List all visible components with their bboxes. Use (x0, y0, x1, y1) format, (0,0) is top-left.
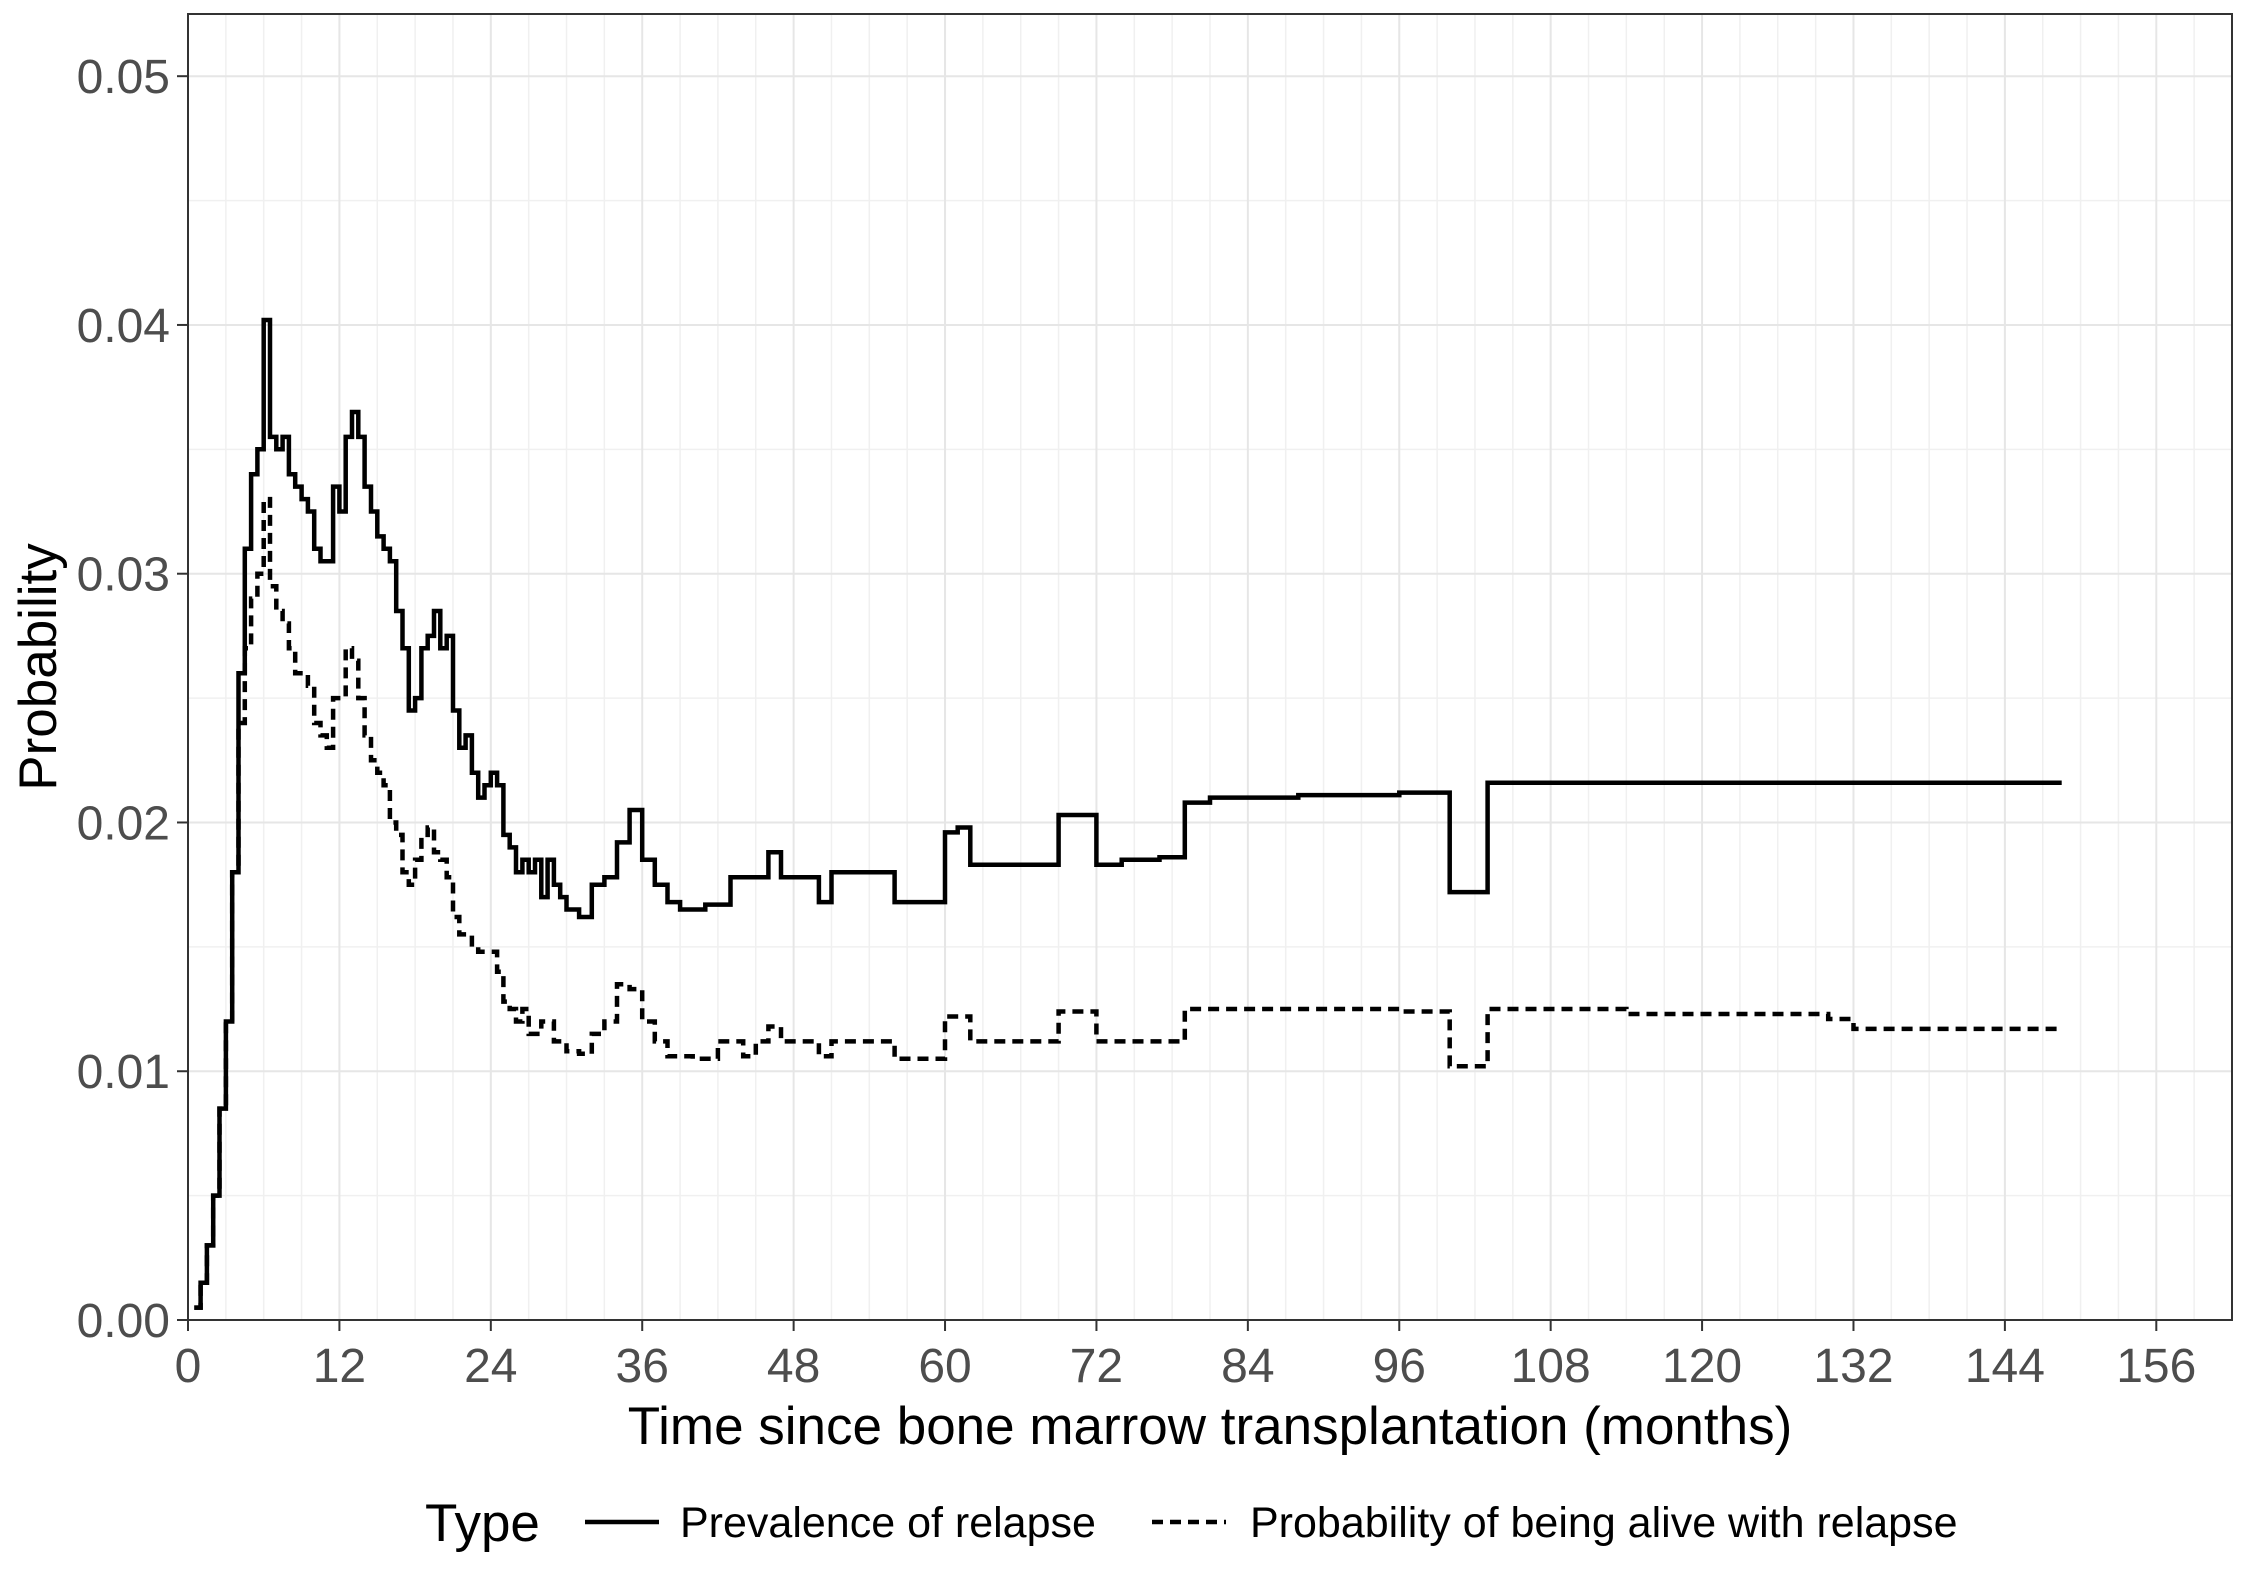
x-tick-label: 132 (1813, 1340, 1893, 1393)
grid-minor (188, 14, 2233, 1320)
x-tick-label: 0 (175, 1340, 202, 1393)
x-tick-label: 144 (1965, 1340, 2045, 1393)
x-tick-label: 120 (1662, 1340, 1742, 1393)
legend-title: Type (425, 1494, 540, 1553)
y-axis-ticks: 0.00 0.01 0.02 0.03 0.04 0.05 (77, 51, 188, 1348)
x-tick-label: 12 (313, 1340, 366, 1393)
y-tick-label: 0.05 (77, 51, 170, 104)
x-tick-label: 60 (918, 1340, 971, 1393)
y-tick-label: 0.02 (77, 797, 170, 850)
y-tick-label: 0.01 (77, 1046, 170, 1099)
y-tick-label: 0.03 (77, 549, 170, 602)
x-tick-label: 156 (2116, 1340, 2196, 1393)
x-tick-label: 84 (1221, 1340, 1274, 1393)
y-axis-title: Probability (9, 543, 68, 791)
legend-label-1: Prevalence of relapse (680, 1499, 1096, 1547)
y-tick-label: 0.04 (77, 300, 170, 353)
x-tick-label: 108 (1511, 1340, 1591, 1393)
y-tick-label: 0.00 (77, 1295, 170, 1348)
x-tick-label: 72 (1070, 1340, 1123, 1393)
x-axis-title: Time since bone marrow transplantation (… (628, 1397, 1793, 1456)
x-tick-label: 96 (1373, 1340, 1426, 1393)
panel-border (187, 13, 2233, 1321)
series-layer (194, 317, 2062, 1310)
x-axis-ticks: 0 12 24 36 48 60 72 84 96 108 120 132 144 156 (175, 1320, 2196, 1393)
x-tick-label: 48 (767, 1340, 820, 1393)
x-tick-label: 36 (616, 1340, 669, 1393)
legend: Type Prevalence of relapse Probability of… (425, 1494, 1958, 1553)
legend-label-2: Probability of being alive with relapse (1250, 1499, 1958, 1547)
series-line-1 (194, 317, 2062, 1310)
x-tick-label: 24 (464, 1340, 517, 1393)
